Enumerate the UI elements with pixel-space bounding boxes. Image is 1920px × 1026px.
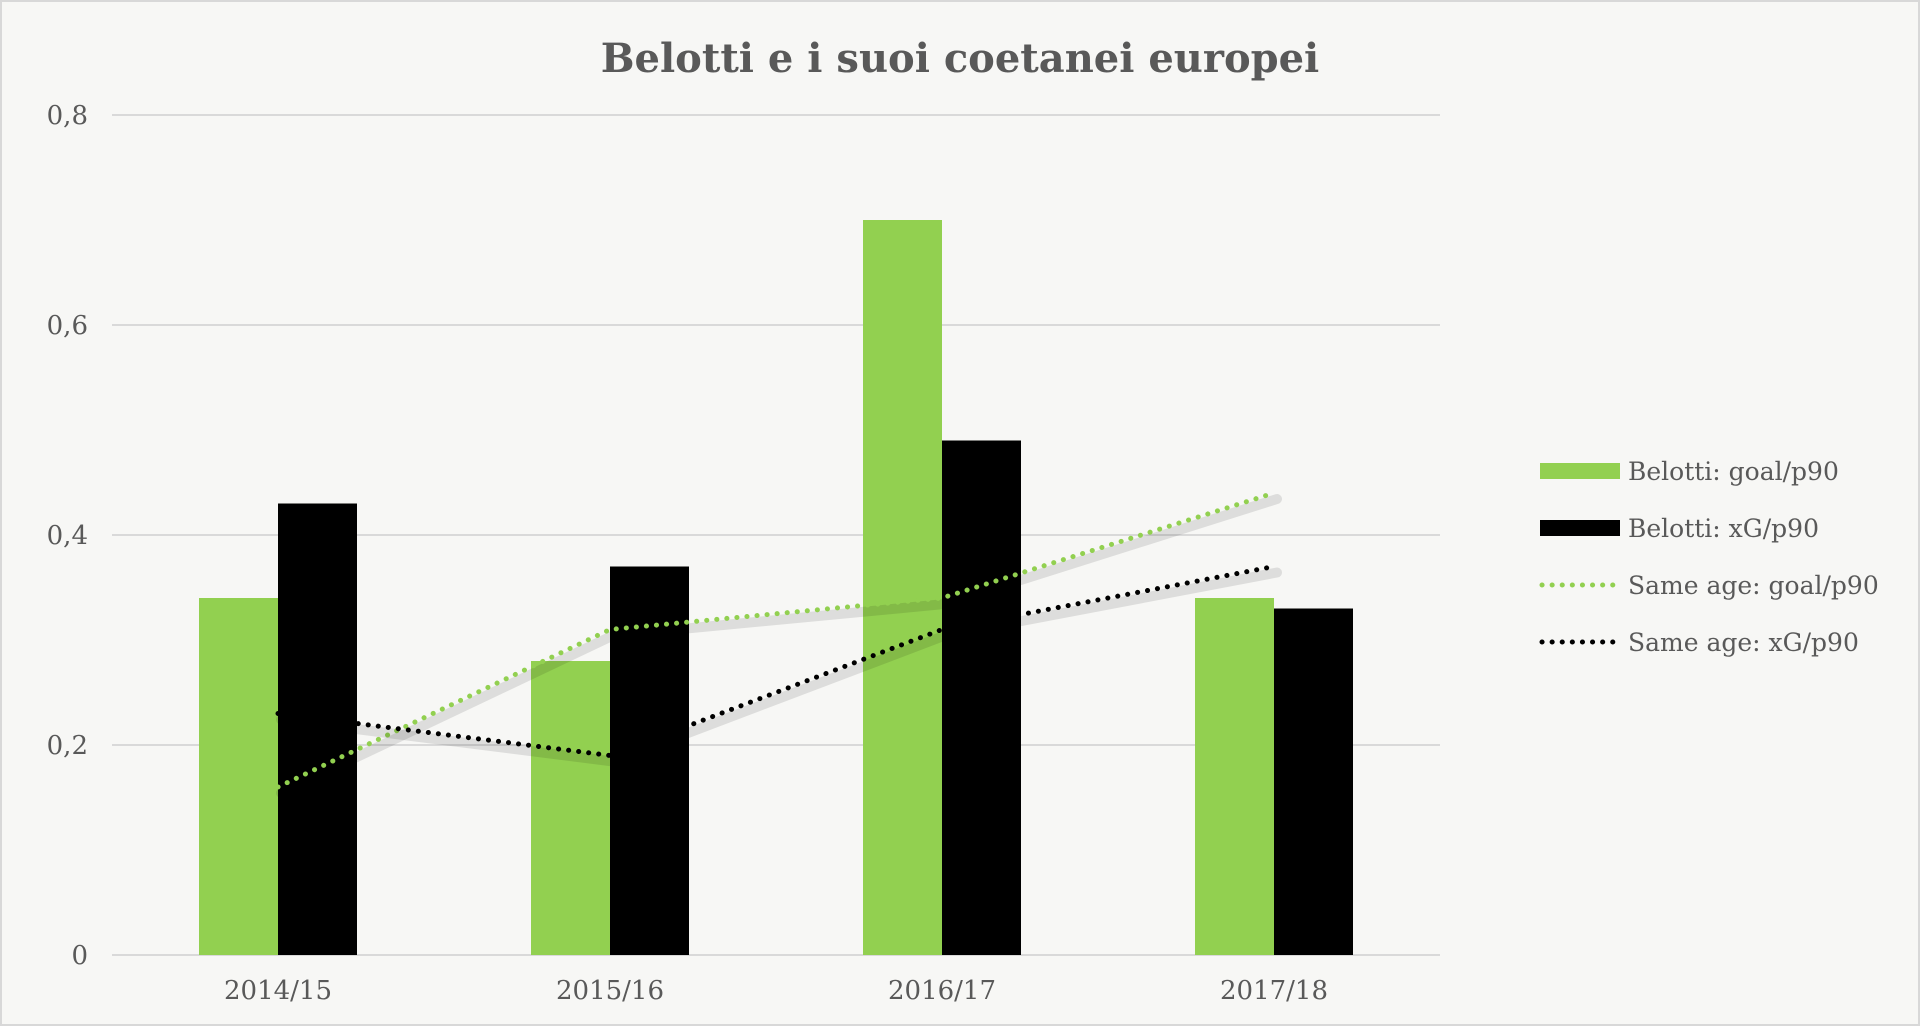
bar-xg — [942, 440, 1021, 955]
bars — [199, 220, 1353, 955]
x-tick-label: 2016/17 — [888, 976, 996, 1006]
series-line-shadow — [276, 567, 1282, 767]
legend-label: Same age: xG/p90 — [1628, 628, 1859, 657]
legend: Belotti: goal/p90 Belotti: xG/p90 Same age… — [1539, 457, 1879, 657]
series-line-same-age-goal — [275, 490, 1277, 790]
legend-swatch — [1540, 463, 1620, 479]
bar-goal — [1195, 598, 1274, 955]
legend-label: Same age: goal/p90 — [1628, 571, 1879, 600]
y-tick-label: 0,8 — [47, 101, 88, 131]
bar-goal — [199, 598, 278, 955]
legend-swatch — [1540, 520, 1620, 536]
x-tick-label: 2015/16 — [556, 976, 664, 1006]
x-axis-ticks: 2014/15 2015/16 2016/17 2017/18 — [224, 976, 1328, 1006]
y-tick-label: 0,4 — [47, 521, 88, 551]
chart-title: Belotti e i suoi coetanei europei — [601, 35, 1320, 82]
y-tick-label: 0 — [71, 941, 88, 971]
bar-xg — [610, 566, 689, 955]
series-line-same-age-xg — [275, 564, 1277, 759]
bar-xg — [278, 503, 357, 955]
x-tick-label: 2017/18 — [1220, 976, 1328, 1006]
trend-lines — [275, 490, 1282, 798]
x-tick-label: 2014/15 — [224, 976, 332, 1006]
bar-xg — [1274, 608, 1353, 955]
bar-goal — [863, 220, 942, 955]
y-axis-ticks: 0 0,2 0,4 0,6 0,8 — [47, 101, 88, 971]
legend-label: Belotti: goal/p90 — [1628, 457, 1839, 486]
legend-label: Belotti: xG/p90 — [1628, 514, 1819, 543]
y-tick-label: 0,2 — [47, 731, 88, 761]
y-tick-label: 0,6 — [47, 311, 88, 341]
series-line-shadow — [276, 494, 1282, 798]
bar-goal — [531, 661, 610, 955]
